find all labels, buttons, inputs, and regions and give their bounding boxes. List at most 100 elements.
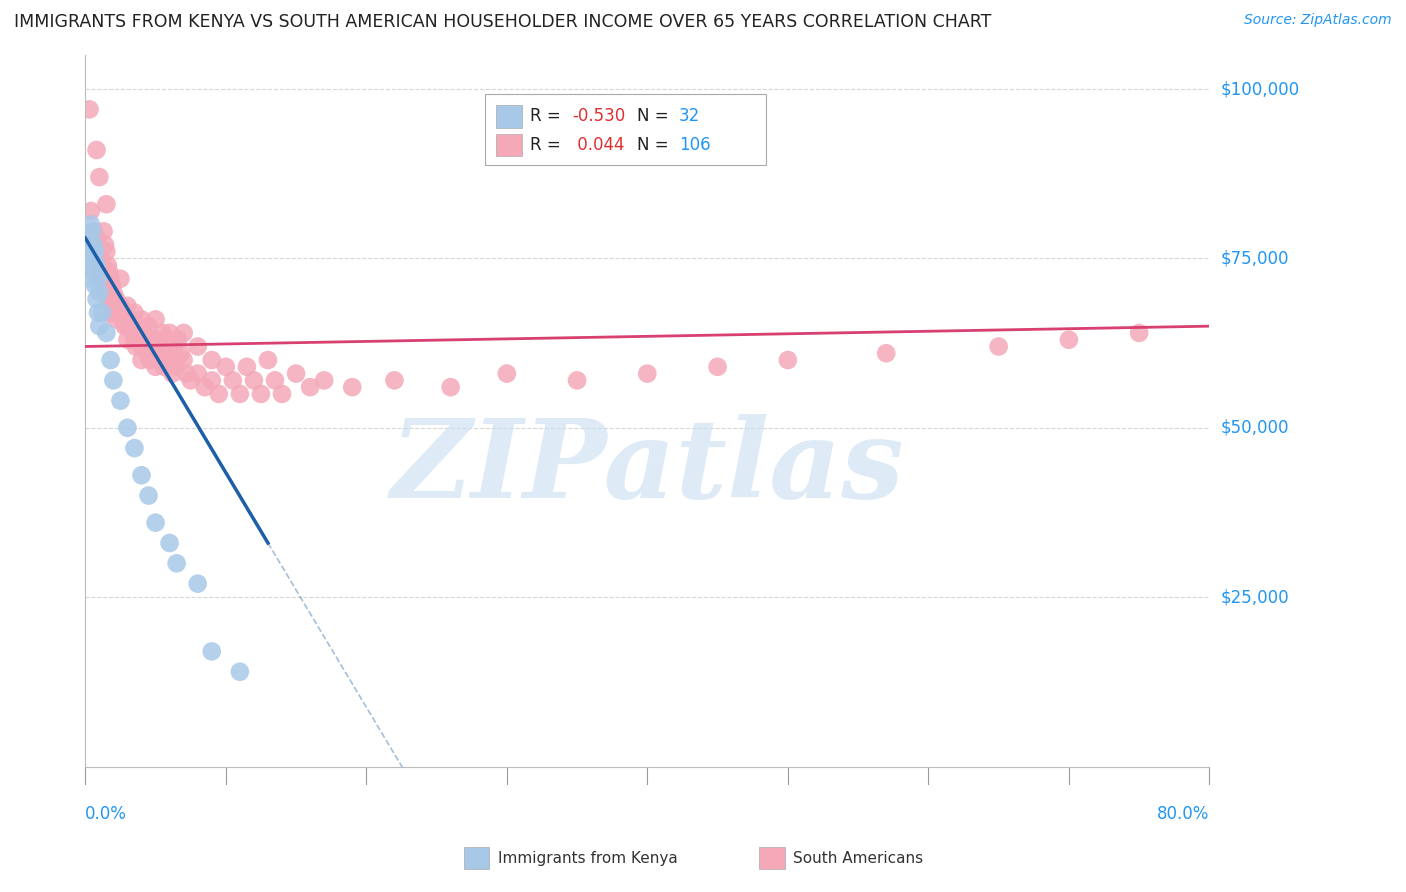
Point — [138, 319, 160, 334]
Point — [166, 359, 188, 374]
Point — [122, 326, 145, 340]
Point — [90, 252, 112, 266]
Point — [103, 373, 125, 387]
Text: 106: 106 — [679, 136, 710, 154]
Point — [173, 326, 195, 340]
Point — [86, 292, 108, 306]
Point — [100, 271, 122, 285]
Point — [96, 271, 118, 285]
Point — [236, 359, 259, 374]
Text: 80.0%: 80.0% — [1157, 805, 1209, 823]
Point — [82, 271, 104, 285]
Point — [138, 339, 160, 353]
Text: Immigrants from Kenya: Immigrants from Kenya — [498, 851, 678, 865]
Point — [136, 346, 159, 360]
Point — [79, 103, 101, 117]
Point — [80, 258, 103, 272]
Point — [285, 367, 308, 381]
Point — [110, 299, 132, 313]
Point — [83, 265, 105, 279]
Point — [86, 231, 108, 245]
Text: 0.0%: 0.0% — [86, 805, 127, 823]
Point — [98, 265, 121, 279]
Point — [162, 367, 184, 381]
Point — [875, 346, 897, 360]
Point — [89, 244, 111, 259]
Text: $75,000: $75,000 — [1220, 250, 1289, 268]
Point — [103, 285, 125, 300]
Point — [124, 333, 146, 347]
Point — [86, 258, 108, 272]
Point — [187, 576, 209, 591]
Point — [139, 353, 162, 368]
Point — [194, 380, 217, 394]
Point — [145, 516, 167, 530]
Point — [384, 373, 406, 387]
Point — [159, 326, 181, 340]
Point — [149, 346, 172, 360]
Point — [96, 326, 118, 340]
Point — [299, 380, 322, 394]
Point — [159, 536, 181, 550]
Point — [120, 312, 142, 326]
Text: R =: R = — [530, 136, 567, 154]
Point — [80, 204, 103, 219]
Point — [127, 326, 149, 340]
Point — [636, 367, 658, 381]
Point — [155, 333, 177, 347]
Point — [1128, 326, 1150, 340]
Text: R =: R = — [530, 107, 567, 125]
Point — [257, 353, 280, 368]
Point — [96, 285, 118, 300]
Point — [89, 170, 111, 185]
Point — [250, 387, 273, 401]
Point — [125, 339, 148, 353]
Point — [201, 644, 224, 658]
Point — [93, 224, 115, 238]
Point — [229, 665, 252, 679]
Point — [706, 359, 728, 374]
Point — [314, 373, 336, 387]
Point — [180, 373, 202, 387]
Point — [159, 353, 181, 368]
Text: N =: N = — [637, 136, 673, 154]
Point — [80, 218, 103, 232]
Point — [84, 244, 107, 259]
Text: $100,000: $100,000 — [1220, 80, 1299, 98]
Point — [134, 326, 156, 340]
Text: N =: N = — [637, 107, 673, 125]
Point — [167, 333, 190, 347]
Point — [148, 333, 170, 347]
Point — [117, 421, 139, 435]
Text: ZIPatlas: ZIPatlas — [391, 414, 904, 522]
Point — [114, 319, 136, 334]
Point — [87, 271, 110, 285]
Point — [208, 387, 231, 401]
Point — [166, 557, 188, 571]
Point — [86, 143, 108, 157]
Point — [201, 353, 224, 368]
Point — [142, 333, 165, 347]
Point — [145, 339, 167, 353]
Point — [145, 312, 167, 326]
Point — [987, 339, 1010, 353]
Point — [131, 353, 153, 368]
Text: Source: ZipAtlas.com: Source: ZipAtlas.com — [1244, 13, 1392, 28]
Point — [117, 333, 139, 347]
Point — [131, 312, 153, 326]
Point — [264, 373, 287, 387]
Point — [776, 353, 799, 368]
Point — [91, 271, 114, 285]
Point — [82, 224, 104, 238]
Point — [87, 305, 110, 319]
Point — [84, 278, 107, 293]
Point — [91, 305, 114, 319]
Point — [112, 312, 135, 326]
Point — [131, 339, 153, 353]
Text: South Americans: South Americans — [793, 851, 924, 865]
Point — [107, 299, 129, 313]
Point — [91, 258, 114, 272]
Point — [108, 305, 131, 319]
Point — [121, 319, 143, 334]
Point — [170, 346, 193, 360]
